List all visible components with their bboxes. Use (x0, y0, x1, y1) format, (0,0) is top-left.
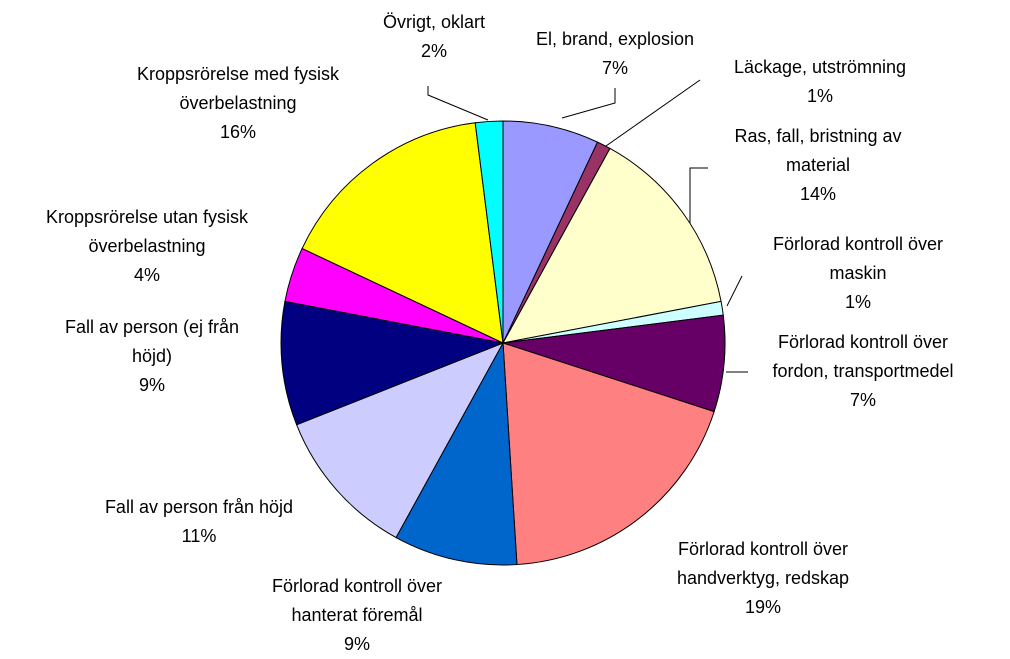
pie-slice (301, 122, 504, 344)
category-label: El, brand, explosion (535, 29, 695, 49)
pie-slice (280, 300, 505, 426)
slice-label: Förlorad kontroll över maskin 1% (748, 230, 968, 317)
slice-label: Övrigt, oklart 2% (359, 8, 509, 66)
value-label: 11% (181, 526, 217, 546)
slice-label: Fall av person från höjd 11% (64, 493, 334, 551)
value-label: 9% (138, 375, 165, 395)
slice-label: Förlorad kontroll över fordon, transport… (756, 328, 971, 415)
slice-label: Förlorad kontroll över handverktyg, reds… (656, 535, 871, 622)
leader-line (427, 86, 489, 121)
pie-slice (502, 147, 722, 344)
category-label: Ras, fall, bristning av material (734, 126, 902, 175)
value-label: 2% (420, 41, 447, 61)
category-label: Fall av person (ej från höjd) (64, 317, 240, 366)
value-label: 4% (133, 265, 160, 285)
leader-line (726, 275, 743, 307)
value-label: 9% (343, 634, 370, 654)
leader-line (605, 79, 701, 147)
slice-label: Läckage, utströmning 1% (690, 53, 950, 111)
category-label: Övrigt, oklart (382, 12, 486, 32)
slice-label: Fall av person (ej från höjd) 9% (52, 313, 252, 400)
category-label: Förlorad kontroll över hanterat föremål (271, 576, 443, 625)
value-label: 7% (849, 390, 876, 410)
pie (280, 120, 726, 566)
pie-slice (295, 342, 505, 539)
value-label: 19% (744, 597, 782, 617)
category-label: Förlorad kontroll över maskin (772, 234, 944, 283)
category-label: Fall av person från höjd (104, 497, 294, 517)
leader-line (689, 167, 708, 225)
value-label: 1% (844, 292, 871, 312)
category-label: Förlorad kontroll över handverktyg, reds… (676, 539, 850, 588)
pie-slice (502, 342, 715, 566)
leader-lines (427, 79, 748, 373)
slice-label: Ras, fall, bristning av material 14% (703, 122, 933, 209)
leader-line (561, 88, 616, 119)
slice-label: Förlorad kontroll över hanterat föremål 9… (250, 572, 465, 659)
category-label: Kroppsrörelse med fysisk överbelastning (136, 64, 340, 113)
value-label: 14% (799, 184, 837, 204)
pie-slice (474, 120, 504, 344)
value-label: 16% (219, 122, 257, 142)
category-label: Förlorad kontroll över fordon, transport… (772, 332, 954, 381)
value-label: 7% (601, 58, 628, 78)
slice-label: Kroppsrörelse utan fysisk överbelastning… (32, 203, 262, 290)
category-label: Läckage, utströmning (733, 57, 907, 77)
value-label: 1% (806, 86, 833, 106)
category-label: Kroppsrörelse utan fysisk överbelastning (45, 207, 249, 256)
pie-slice (395, 341, 518, 566)
slice-label: Kroppsrörelse med fysisk överbelastning 1… (118, 60, 358, 147)
slice-label: El, brand, explosion 7% (490, 25, 740, 83)
